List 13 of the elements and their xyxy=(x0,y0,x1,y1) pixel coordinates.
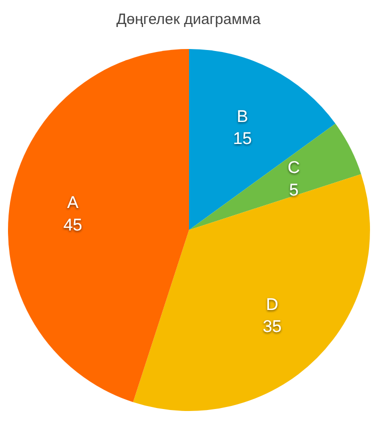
chart-title: Дөңгелек диаграмма xyxy=(116,11,262,28)
slice-label: D xyxy=(266,294,278,314)
data-label: 45 xyxy=(63,215,82,234)
data-label: 5 xyxy=(289,180,299,200)
pie-slice xyxy=(189,49,336,230)
data-label: 15 xyxy=(232,128,252,148)
pie-slice xyxy=(8,49,189,402)
slice-label: A xyxy=(67,193,80,212)
pie-slice xyxy=(133,174,370,411)
slice-label: B xyxy=(236,106,248,126)
slice-label: C xyxy=(288,158,300,178)
data-label: 35 xyxy=(262,316,282,336)
pie-slice xyxy=(189,124,362,230)
